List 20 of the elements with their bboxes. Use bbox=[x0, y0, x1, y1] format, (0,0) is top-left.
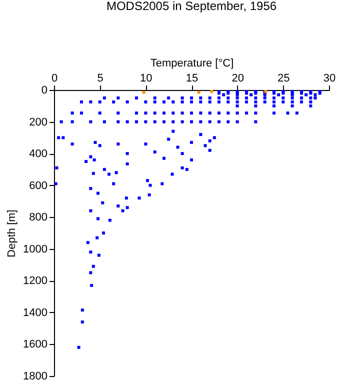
y-axis-title: Depth [m] bbox=[6, 210, 18, 258]
y-tick-label: 0 bbox=[41, 84, 48, 96]
x-tick-label: 0 bbox=[51, 72, 58, 84]
x-tick-label: 20 bbox=[232, 72, 244, 84]
x-tick-label: 15 bbox=[186, 72, 198, 84]
y-tick-label: 1600 bbox=[23, 338, 48, 351]
x-tick-label: 10 bbox=[140, 72, 152, 84]
x-axis-title: Temperature [°C] bbox=[150, 58, 234, 70]
y-tick-label: 800 bbox=[29, 212, 48, 224]
x-tick-label: 25 bbox=[278, 72, 290, 84]
y-tick-label: 600 bbox=[29, 180, 48, 192]
y-tick-label: 1000 bbox=[23, 243, 48, 256]
y-tick-label: 1200 bbox=[23, 275, 48, 288]
y-tick-label: 400 bbox=[29, 148, 48, 160]
chart-title: MODS2005 in September, 1956 bbox=[106, 0, 277, 13]
y-tick-label: 200 bbox=[29, 116, 48, 128]
x-tick-label: 5 bbox=[97, 72, 104, 84]
y-tick-label: 1400 bbox=[23, 306, 48, 319]
y-tick-label: 1800 bbox=[23, 370, 48, 382]
x-tick-label: 30 bbox=[323, 72, 336, 84]
